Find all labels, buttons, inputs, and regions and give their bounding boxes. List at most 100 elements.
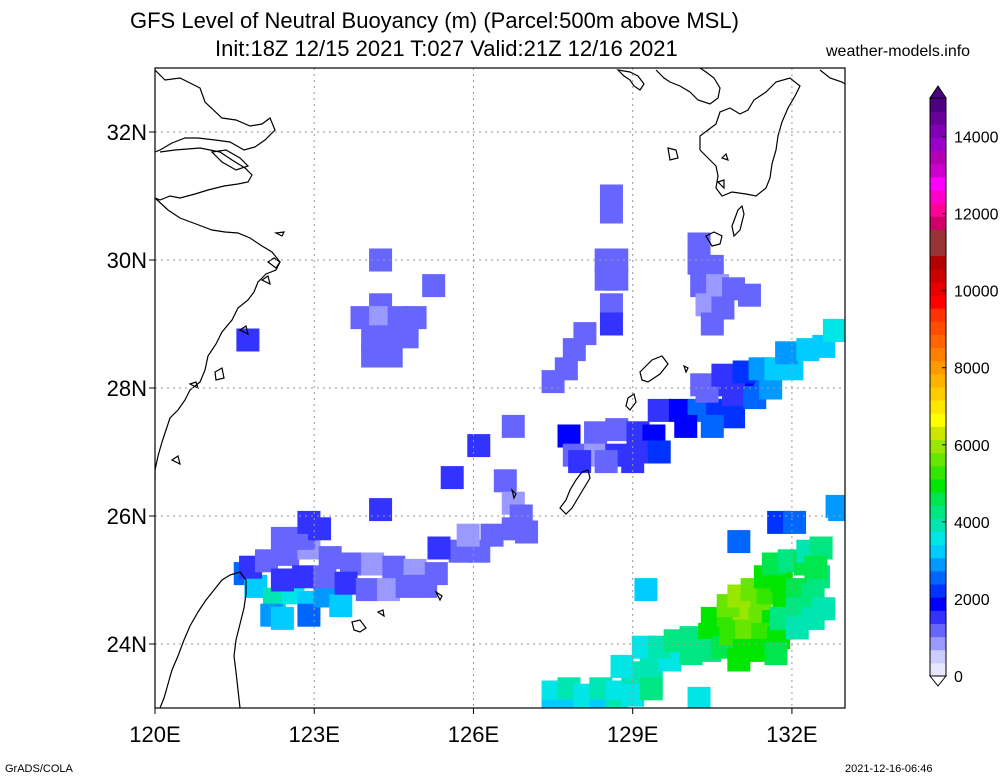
field-cell [605,699,629,708]
colorbar-segment [930,216,946,230]
field-cell [501,414,525,438]
field-cell [382,555,406,579]
field-cell [764,642,788,666]
colorbar-segment [930,584,946,598]
colorbar-segment [930,662,946,677]
colorbar-segment [930,189,946,204]
field-cell [377,578,401,602]
colorbar-segment [930,452,946,467]
field-cell [270,606,294,630]
colorbar-max-arrow [929,85,947,99]
field-cell [639,654,663,678]
colorbar-segment [930,268,946,283]
field-cell [700,414,724,438]
field-cell [783,510,807,534]
coastline-okinawa [510,469,591,515]
lat-tick-label: 26N [107,504,147,529]
colorbar-segment [930,544,946,559]
colorbar-segment [930,518,946,532]
field-cell [557,424,581,448]
coastline-kyushu [667,77,801,197]
field-cell [467,434,491,458]
lon-tick-label: 126E [448,722,499,747]
field-cell [369,306,393,330]
field-cell [822,318,845,342]
colorbar-segment [930,649,946,664]
colorbar-segment [930,439,946,454]
lon-tick-label: 123E [289,722,340,747]
field-cell [557,699,581,708]
field-cell [647,398,671,422]
field-cell [361,325,385,349]
field-cells [233,184,845,708]
colorbar-segment [930,176,946,191]
field-cell [369,248,393,272]
field-cell [350,306,374,330]
field-cell [828,498,845,522]
field-cell [297,510,321,534]
field-cell [395,325,419,349]
field-cell [318,546,342,570]
colorbar-segment [930,334,946,349]
field-cell [562,338,586,362]
field-cell [727,530,751,554]
field-cell [621,683,645,707]
colorbar-segment [930,636,946,651]
coastline-taiwan [159,571,247,708]
coastlines [155,68,845,708]
colorbar-segment [930,597,946,611]
colorbar-segment [930,505,946,519]
lat-tick-label: 32N [107,120,147,145]
colorbar-segment [930,426,946,441]
colorbar-segment [930,229,946,243]
colorbar-segment [930,492,946,506]
coastline-shikoku-tip [819,69,845,85]
colorbar-segment [930,557,946,572]
field-cell [292,565,316,589]
field-cell [759,376,783,400]
field-cell [456,523,480,547]
colorbar-tick-label: 14000 [954,130,999,147]
colorbar-segment [930,478,946,493]
field-cell [605,418,629,442]
colorbar-frame [929,97,947,677]
colorbar-segment [930,111,946,125]
colorbar-tick-label: 4000 [954,515,990,532]
field-cell [687,686,711,708]
footer-software: GrADS/COLA [5,763,73,775]
lon-tick-label: 129E [607,722,658,747]
field-cell [679,642,703,666]
colorbar-segment [930,242,946,257]
colorbar-segment [930,387,946,401]
field-cell [440,466,464,490]
field-cell [329,594,353,618]
field-cell [711,363,735,387]
coastline-goto [616,69,645,91]
colorbar-tick-label: 12000 [954,207,999,224]
colorbar-segment [930,321,946,335]
field-cell [639,677,663,701]
colorbar-tick-label: 2000 [954,592,990,609]
field-cell [339,552,363,576]
field-cell [700,254,724,278]
field-cell [727,648,751,672]
field-cell [270,526,294,550]
coastline-tokara [716,152,729,190]
coastline-lake [210,149,250,171]
colorbar-segment [930,281,946,296]
field-cell [369,498,393,522]
lat-tick-label: 30N [107,248,147,273]
field-cell [395,574,419,598]
field-cell [599,312,623,336]
field-cell [573,699,597,708]
colorbar-segment [930,570,946,585]
map-title: GFS Level of Neutral Buoyancy (m) (Parce… [130,8,739,33]
colorbar-segment [930,400,946,414]
colorbar-segment [930,347,946,362]
field-cell [584,421,608,445]
field-cell [599,293,623,317]
field-cell [589,699,613,708]
field-cell [355,578,379,602]
field-cell [254,549,278,573]
